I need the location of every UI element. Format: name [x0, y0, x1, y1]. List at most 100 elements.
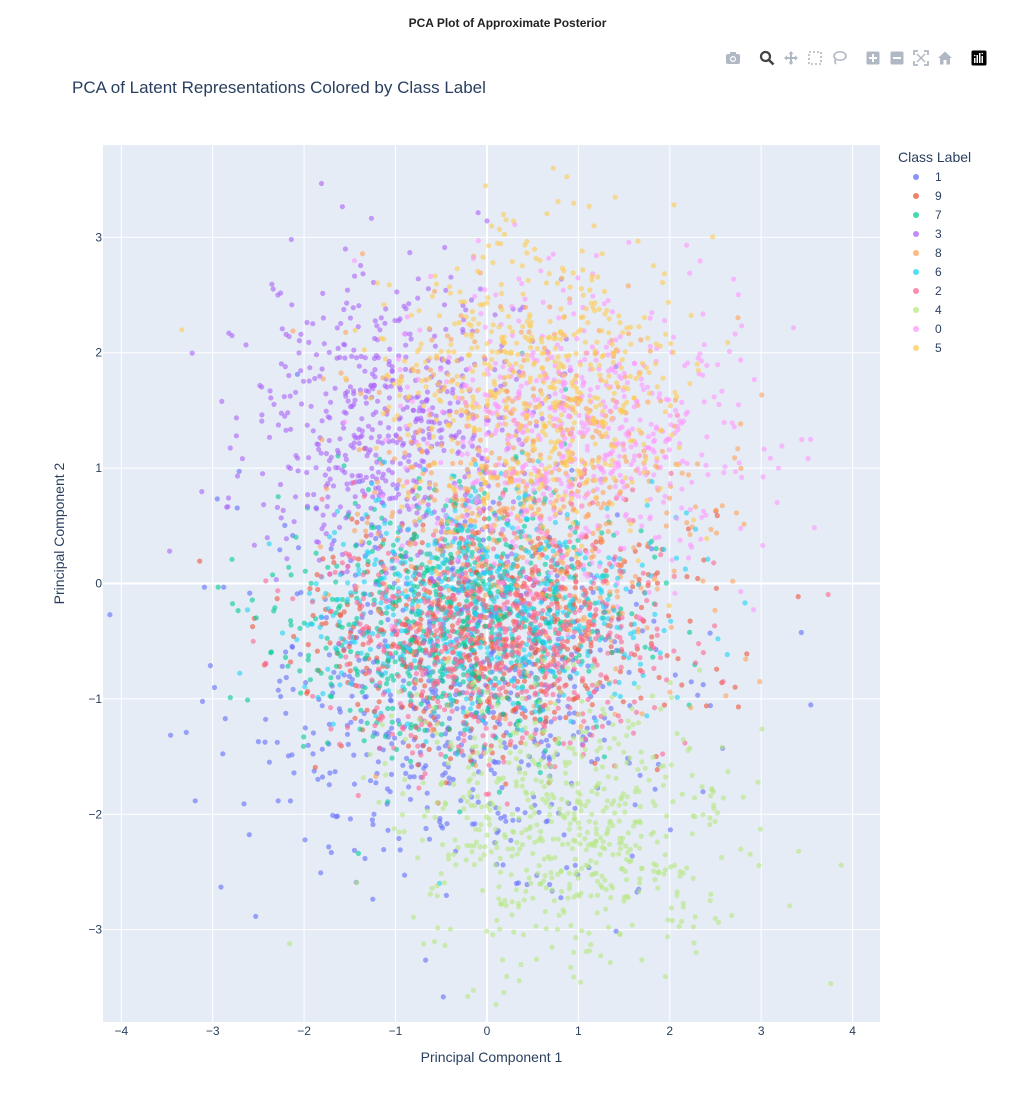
zoom-icon[interactable] — [756, 48, 778, 68]
point — [300, 743, 307, 749]
point — [618, 846, 624, 852]
lasso-select-icon[interactable] — [828, 48, 850, 68]
point — [526, 875, 532, 881]
point — [314, 667, 320, 673]
point — [500, 676, 506, 682]
point — [373, 713, 379, 719]
plotly-logo-icon[interactable] — [968, 48, 990, 68]
point — [607, 630, 613, 636]
camera-icon[interactable] — [722, 48, 744, 68]
point — [481, 516, 488, 522]
point — [455, 650, 461, 657]
point — [469, 849, 475, 855]
point — [327, 476, 333, 482]
point — [314, 441, 320, 447]
point — [318, 180, 325, 187]
point — [541, 501, 547, 507]
point — [337, 504, 343, 510]
point — [285, 663, 291, 669]
point — [554, 550, 560, 557]
point — [477, 286, 483, 292]
point — [310, 751, 316, 757]
point — [307, 586, 313, 592]
point — [450, 674, 456, 681]
point — [386, 449, 392, 455]
point — [491, 469, 497, 475]
point — [317, 624, 323, 630]
point — [608, 617, 614, 624]
point — [601, 620, 607, 627]
point — [442, 731, 448, 737]
point — [711, 806, 717, 812]
point — [347, 630, 354, 636]
point — [278, 361, 284, 367]
point — [450, 565, 456, 571]
point — [513, 552, 519, 558]
point — [578, 979, 584, 985]
point — [435, 515, 441, 521]
point — [363, 512, 369, 518]
point — [321, 341, 327, 347]
point — [549, 763, 555, 769]
point — [415, 743, 421, 749]
point — [538, 757, 544, 763]
point — [723, 693, 729, 699]
point — [356, 303, 362, 309]
point — [373, 452, 379, 458]
point — [396, 477, 402, 483]
point — [405, 581, 411, 587]
point — [612, 810, 618, 816]
point — [472, 518, 478, 524]
point — [402, 450, 408, 456]
reset-axes-icon[interactable] — [934, 48, 956, 68]
point — [563, 762, 569, 769]
point — [472, 605, 478, 611]
point — [650, 654, 656, 660]
point — [355, 473, 361, 479]
point — [638, 604, 645, 611]
point — [458, 412, 464, 418]
point — [168, 732, 174, 738]
autoscale-icon[interactable] — [910, 48, 932, 68]
point — [496, 651, 502, 657]
point — [557, 584, 563, 590]
point — [586, 690, 592, 696]
point — [691, 940, 697, 946]
point — [672, 672, 678, 678]
point — [664, 510, 670, 516]
point — [460, 752, 466, 758]
zoom-in-icon[interactable] — [862, 48, 884, 68]
point — [408, 701, 414, 707]
point — [543, 764, 549, 770]
point — [514, 535, 520, 541]
box-select-icon[interactable] — [804, 48, 826, 68]
point — [313, 581, 319, 587]
point — [541, 657, 547, 664]
pan-icon[interactable] — [780, 48, 802, 68]
point — [460, 443, 466, 450]
point — [443, 556, 449, 562]
point — [591, 656, 597, 662]
point — [273, 577, 279, 583]
point — [323, 620, 329, 626]
point — [389, 470, 395, 476]
zoom-out-icon[interactable] — [886, 48, 908, 68]
point — [455, 399, 461, 405]
point — [393, 618, 399, 624]
point — [504, 553, 510, 560]
point — [426, 639, 433, 645]
point — [347, 315, 353, 321]
point — [787, 903, 793, 909]
point — [652, 802, 658, 809]
point — [313, 352, 320, 358]
point — [501, 813, 508, 820]
point — [685, 472, 692, 478]
point — [671, 568, 677, 574]
point — [262, 739, 268, 745]
point — [646, 589, 652, 595]
point — [577, 628, 583, 634]
point — [593, 718, 599, 724]
point — [487, 807, 493, 813]
point — [305, 642, 311, 648]
